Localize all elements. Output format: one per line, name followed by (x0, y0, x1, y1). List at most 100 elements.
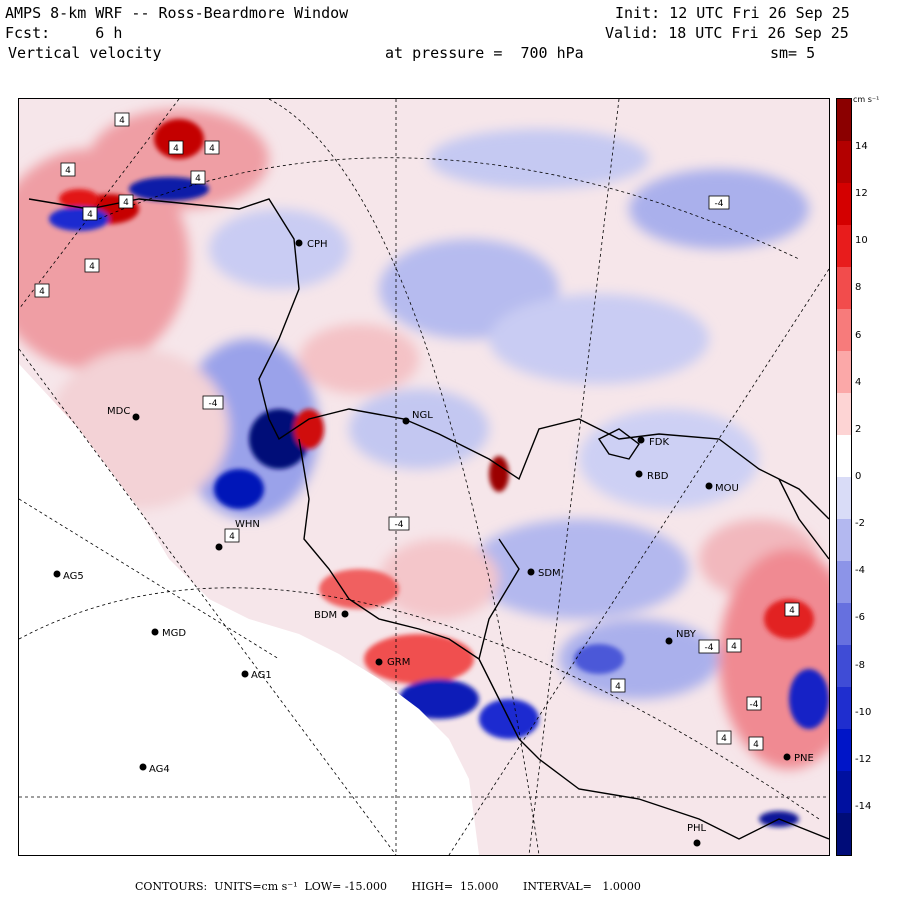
contour-label: 4 (60, 162, 76, 177)
station-rbd: RBD (635, 470, 669, 482)
colorbar-tick: 8 (855, 282, 862, 293)
contour-label: 4 (118, 194, 134, 209)
svg-text:4: 4 (123, 198, 129, 208)
station-sdm: SDM (527, 568, 561, 579)
svg-text:SDM: SDM (538, 568, 561, 579)
forecast-hour: Fcst: 6 h (5, 24, 123, 42)
colorbar-segment (837, 771, 851, 813)
variable-name: Vertical velocity (8, 44, 162, 62)
station-grm: GRM (375, 657, 410, 668)
contour-label: 4 (748, 736, 764, 751)
contour-label: -4 (698, 639, 720, 654)
colorbar-tick: -10 (855, 707, 872, 718)
station-mou: MOU (705, 482, 739, 494)
coastline (28, 198, 829, 840)
svg-text:4: 4 (119, 116, 125, 126)
colorbar-tick: 14 (855, 141, 868, 152)
colorbar-tick: -6 (855, 612, 865, 623)
colorbar-segment (837, 309, 851, 351)
svg-text:4: 4 (753, 740, 759, 750)
svg-text:WHN: WHN (235, 519, 260, 530)
svg-text:MDC: MDC (107, 406, 130, 417)
svg-text:4: 4 (89, 262, 95, 272)
colorbar-tick: 6 (855, 330, 862, 341)
station-pne: PNE (783, 753, 814, 764)
svg-text:MGD: MGD (162, 628, 186, 639)
svg-text:-4: -4 (715, 199, 724, 209)
station-ag5: AG5 (53, 570, 84, 582)
svg-text:-4: -4 (705, 643, 714, 653)
contour-label: -4 (202, 395, 224, 410)
colorbar-segment (837, 603, 851, 645)
colorbar-tick: -8 (855, 660, 865, 671)
svg-text:4: 4 (721, 734, 727, 744)
colorbar-segment (837, 813, 851, 855)
colorbar-segment (837, 225, 851, 267)
svg-text:AG4: AG4 (149, 764, 170, 775)
contour-label: 4 (84, 258, 100, 273)
colorbar-tick: -12 (855, 754, 872, 765)
contour-label: 4 (82, 206, 98, 221)
colorbar-segment (837, 687, 851, 729)
contour-label: 4 (34, 283, 50, 298)
svg-text:NGL: NGL (412, 410, 433, 421)
svg-text:-4: -4 (750, 700, 759, 710)
colorbar-segment (837, 351, 851, 393)
svg-text:4: 4 (65, 166, 71, 176)
svg-text:NBY: NBY (676, 629, 697, 640)
colorbar-tick: 4 (855, 377, 862, 388)
station-whn: WHN (215, 519, 260, 551)
colorbar-segment (837, 141, 851, 183)
contour-labels: 4 4 4 4 4 4 4 4 4 -4 -4 -4 -4 4 4 4 -4 4… (34, 112, 800, 751)
contour-label: 4 (204, 140, 220, 155)
colorbar-units: cm s⁻¹ (853, 95, 880, 104)
colorbar-segment (837, 561, 851, 603)
map-panel: 4 4 4 4 4 4 4 4 4 -4 -4 -4 -4 4 4 4 -4 4… (18, 98, 830, 856)
station-nby: NBY (665, 629, 697, 645)
svg-text:MOU: MOU (715, 483, 739, 494)
colorbar-segment (837, 435, 851, 477)
contour-label: 4 (114, 112, 130, 127)
colorbar-tick: 10 (855, 235, 868, 246)
contour-label: 4 (224, 528, 240, 543)
init-time: Init: 12 UTC Fri 26 Sep 25 (615, 4, 850, 22)
svg-text:RBD: RBD (647, 471, 669, 482)
colorbar-segment (837, 183, 851, 225)
contour-label: -4 (746, 696, 762, 711)
domain-mask (19, 364, 479, 855)
colorbar-segment (837, 99, 851, 141)
station-bdm: BDM (314, 610, 349, 621)
map-title: AMPS 8-km WRF -- Ross-Beardmore Window (5, 4, 349, 22)
svg-text:GRM: GRM (387, 657, 410, 668)
svg-text:4: 4 (789, 606, 795, 616)
colorbar-segment (837, 393, 851, 435)
station-cph: CPH (295, 239, 328, 250)
contour-label: 4 (610, 678, 626, 693)
colorbar-tick: 2 (855, 424, 862, 435)
svg-text:4: 4 (229, 532, 235, 542)
station-ag4: AG4 (139, 763, 170, 775)
colorbar-tick: -4 (855, 565, 865, 576)
pressure-level: at pressure = 700 hPa (385, 44, 584, 62)
contour-label: 4 (190, 170, 206, 185)
graticule (19, 99, 829, 855)
contour-label: 4 (784, 602, 800, 617)
station-mdc: MDC (107, 406, 140, 421)
svg-text:FDK: FDK (649, 437, 669, 448)
contour-label: -4 (388, 516, 410, 531)
contour-info: CONTOURS: UNITS=cm s⁻¹ LOW= -15.000 HIGH… (135, 880, 641, 893)
svg-text:CPH: CPH (307, 239, 328, 250)
contour-label: -4 (708, 195, 730, 210)
colorbar-tick: -2 (855, 518, 865, 529)
station-fdk: FDK (637, 436, 669, 448)
svg-text:4: 4 (195, 174, 201, 184)
station-phl: PHL (687, 823, 707, 847)
contour-label: 4 (716, 730, 732, 745)
station-mgd: MGD (151, 628, 186, 639)
colorbar-segment (837, 267, 851, 309)
svg-text:4: 4 (209, 144, 215, 154)
smoothing-value: sm= 5 (770, 44, 816, 62)
colorbar (836, 98, 852, 856)
vertical-velocity-map: 4 4 4 4 4 4 4 4 4 -4 -4 -4 -4 4 4 4 -4 4… (19, 99, 829, 855)
svg-text:BDM: BDM (314, 610, 337, 621)
